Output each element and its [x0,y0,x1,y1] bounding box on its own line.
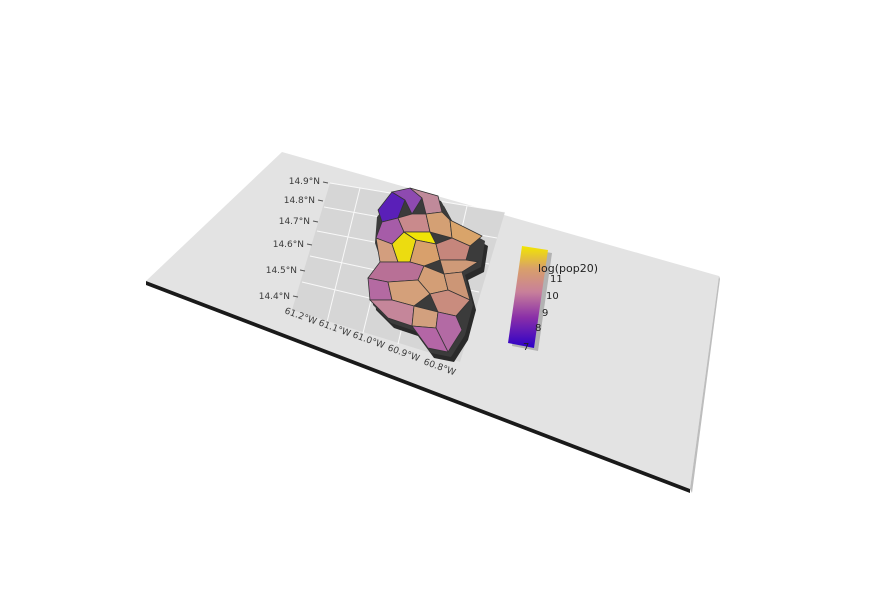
choropleth-island [367,187,488,362]
legend-colorbar [508,246,548,348]
legend-tick-label: 10 [546,291,559,302]
legend-tick-label: 7 [523,342,529,353]
lat-tick-label: 14.7°N [279,217,310,227]
lat-tick-label: 14.6°N [273,240,304,250]
lat-tick-label: 14.8°N [284,196,315,206]
latitude-axis: 14.9°N 14.8°N 14.7°N 14.6°N 14.5°N 14.4°… [259,177,329,302]
legend-tick-label: 8 [535,323,541,334]
lat-tick-label: 14.4°N [259,292,290,302]
lat-tick-label: 14.9°N [289,177,320,187]
legend-tick-label: 11 [550,274,563,285]
color-legend: log(pop20) 11 10 9 8 7 [508,246,598,353]
legend-tick-label: 9 [542,308,548,319]
legend-title: log(pop20) [538,262,598,275]
lat-tick-label: 14.5°N [266,266,297,276]
